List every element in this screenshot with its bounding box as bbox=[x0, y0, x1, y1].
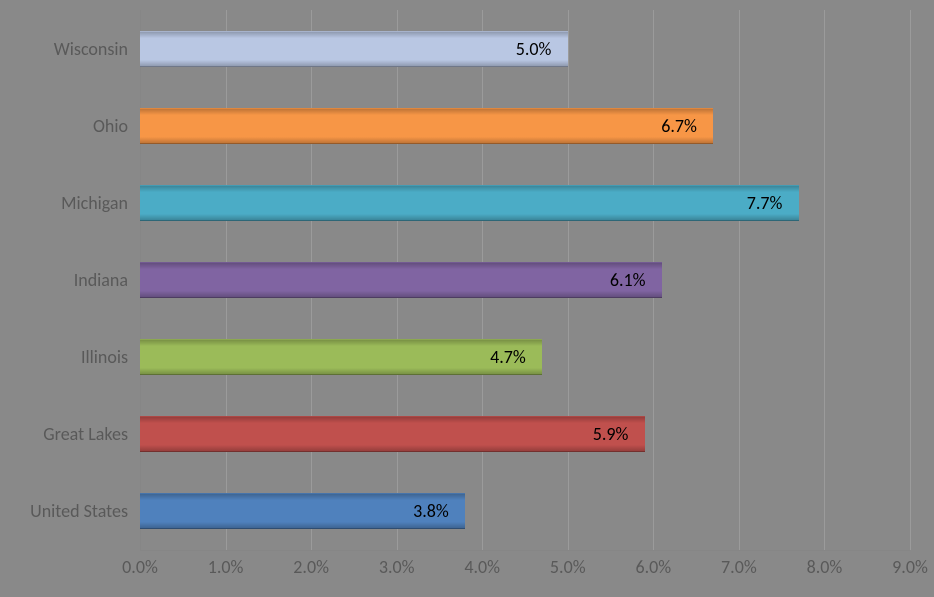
x-tick-label: 9.0% bbox=[892, 556, 928, 578]
x-tick-label: 7.0% bbox=[721, 556, 757, 578]
x-axis-line bbox=[140, 550, 910, 551]
bar-value-label: 5.9% bbox=[593, 423, 629, 445]
x-tick-label: 0.0% bbox=[122, 556, 158, 578]
bar-row: 3.8% bbox=[140, 493, 465, 529]
gridline bbox=[824, 10, 825, 550]
bar-row: 5.9% bbox=[140, 416, 645, 452]
gridline bbox=[910, 10, 911, 550]
x-tick-label: 1.0% bbox=[208, 556, 244, 578]
bar-value-label: 3.8% bbox=[413, 500, 449, 522]
gridline bbox=[739, 10, 740, 550]
bar-row: 5.0% bbox=[140, 31, 568, 67]
y-category-label: Ohio bbox=[0, 115, 128, 137]
y-category-label: Illinois bbox=[0, 346, 128, 368]
x-tick-label: 2.0% bbox=[293, 556, 329, 578]
x-tick-label: 6.0% bbox=[635, 556, 671, 578]
y-category-label: Michigan bbox=[0, 192, 128, 214]
bar bbox=[140, 185, 799, 221]
x-tick-label: 5.0% bbox=[550, 556, 586, 578]
bar-value-label: 4.7% bbox=[490, 346, 526, 368]
y-category-label: Great Lakes bbox=[0, 423, 128, 445]
bar-row: 7.7% bbox=[140, 185, 799, 221]
bar-value-label: 6.7% bbox=[661, 115, 697, 137]
bar bbox=[140, 339, 542, 375]
bar-value-label: 5.0% bbox=[516, 38, 552, 60]
bar-value-label: 6.1% bbox=[610, 269, 646, 291]
bar-row: 6.7% bbox=[140, 108, 713, 144]
bar-value-label: 7.7% bbox=[747, 192, 783, 214]
chart-container: 5.0% 6.7% 7.7% 6.1% 4.7% 5.9% 3.8% 0.0% 1.0% 2.0… bbox=[0, 0, 934, 597]
y-category-label: Indiana bbox=[0, 269, 128, 291]
y-category-label: United States bbox=[0, 500, 128, 522]
x-tick-label: 4.0% bbox=[464, 556, 500, 578]
bar bbox=[140, 108, 713, 144]
x-tick-label: 3.0% bbox=[379, 556, 415, 578]
bar bbox=[140, 416, 645, 452]
bar-row: 4.7% bbox=[140, 339, 542, 375]
bar-row: 6.1% bbox=[140, 262, 662, 298]
x-tick-label: 8.0% bbox=[807, 556, 843, 578]
plot-area: 5.0% 6.7% 7.7% 6.1% 4.7% 5.9% 3.8% bbox=[140, 10, 910, 550]
y-category-label: Wisconsin bbox=[0, 38, 128, 60]
bar bbox=[140, 262, 662, 298]
bar bbox=[140, 31, 568, 67]
